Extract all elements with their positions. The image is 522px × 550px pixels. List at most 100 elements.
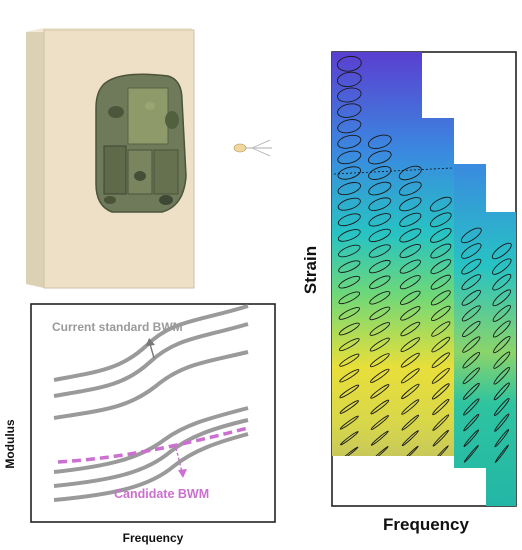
hysteresis-loop <box>368 259 391 274</box>
hysteresis-loop <box>401 383 420 400</box>
hysteresis-loop <box>461 243 482 259</box>
hysteresis-loop <box>370 384 390 399</box>
hysteresis-loop <box>460 227 482 244</box>
block-side-face <box>26 28 44 288</box>
hysteresis-loop <box>493 382 510 401</box>
hysteresis-loop <box>398 181 422 196</box>
hysteresis-loop <box>337 119 362 134</box>
hysteresis-loop <box>400 290 421 305</box>
hysteresis-loop <box>430 243 452 259</box>
hysteresis-loop <box>493 351 511 369</box>
hysteresis-loop <box>370 430 389 446</box>
hysteresis-loop <box>431 383 450 400</box>
hysteresis-loop <box>491 242 512 260</box>
hysteresis-loop <box>399 212 422 227</box>
current-bwm-curve <box>53 350 249 420</box>
hysteresis-loop <box>337 213 361 227</box>
hysteresis-loop <box>431 352 450 369</box>
hysteresis-loop <box>492 273 512 291</box>
hysteresis-loop <box>338 307 360 320</box>
current-bwm-curve <box>53 406 249 474</box>
hysteresis-loop <box>430 259 452 275</box>
camo-vest <box>95 73 187 213</box>
current-bwm-arrow <box>146 338 155 359</box>
hysteresis-loop <box>338 244 361 258</box>
strain-map-frequency-label: Frequency <box>383 515 470 534</box>
modulus-axis-label: Modulus <box>3 419 17 469</box>
hysteresis-loop <box>463 398 480 416</box>
hysteresis-loop <box>400 306 421 321</box>
hysteresis-loop <box>337 197 361 211</box>
hysteresis-loop <box>339 415 359 430</box>
hysteresis-loops <box>336 55 512 464</box>
hysteresis-loop <box>399 228 422 243</box>
hysteresis-loop <box>432 398 450 416</box>
hysteresis-loop <box>493 336 511 354</box>
candidate-bwm-arrow <box>175 447 187 478</box>
modulus-plot: Current standard BWM Candidate BWM Modul… <box>3 303 276 545</box>
hysteresis-loop <box>462 336 481 353</box>
hysteresis-loop <box>431 321 451 337</box>
hysteresis-loop <box>338 260 361 273</box>
hysteresis-loop <box>337 182 362 196</box>
hysteresis-loop <box>400 337 421 352</box>
hysteresis-loop <box>461 258 482 275</box>
hysteresis-loop <box>494 429 510 448</box>
hysteresis-loop <box>400 321 421 337</box>
hysteresis-loop <box>462 351 481 369</box>
hysteresis-loop <box>492 320 511 338</box>
hysteresis-loop <box>337 229 361 242</box>
hysteresis-loop <box>369 337 390 352</box>
hysteresis-loop <box>336 71 362 88</box>
hysteresis-loop <box>338 291 361 305</box>
hysteresis-loop <box>462 367 480 385</box>
hysteresis-loop <box>336 55 362 72</box>
hysteresis-loop <box>430 305 451 322</box>
hysteresis-loop <box>400 368 420 384</box>
hysteresis-loop <box>461 289 481 306</box>
strain-axis-label: Strain <box>301 246 320 294</box>
hysteresis-loop <box>339 384 360 399</box>
probe-icon <box>233 139 272 157</box>
hysteresis-loop <box>368 213 392 227</box>
hysteresis-loop <box>338 338 360 352</box>
hysteresis-loop <box>429 196 452 212</box>
hysteresis-loop <box>462 382 480 400</box>
hysteresis-loop <box>368 244 391 258</box>
current-bwm-curve <box>53 418 249 488</box>
hysteresis-loop <box>340 431 359 446</box>
hysteresis-loop <box>432 429 449 447</box>
hysteresis-loop <box>430 227 452 243</box>
hysteresis-loop <box>401 430 419 447</box>
hysteresis-loop <box>399 259 421 274</box>
hysteresis-loop <box>337 150 362 165</box>
hysteresis-loop <box>461 274 482 291</box>
hysteresis-loop <box>399 197 422 212</box>
current-bwm-curve <box>53 432 249 502</box>
candidate-bwm-label: Candidate BWM <box>114 487 209 501</box>
hysteresis-loop <box>494 398 510 416</box>
hysteresis-loop <box>337 134 362 149</box>
hysteresis-loop <box>337 87 362 103</box>
strain-heat-fill-right <box>454 164 516 506</box>
hysteresis-loop <box>431 336 451 353</box>
hysteresis-loop <box>370 415 389 431</box>
hysteresis-loop <box>398 165 422 181</box>
hysteresis-loop <box>492 289 512 307</box>
hysteresis-loop <box>429 212 452 228</box>
hysteresis-loop <box>401 399 420 415</box>
hysteresis-loop <box>337 166 362 180</box>
hysteresis-loop <box>492 304 511 322</box>
hysteresis-loop <box>432 414 450 431</box>
hysteresis-loop <box>367 150 392 165</box>
block-with-vest-illustration <box>26 28 195 289</box>
hysteresis-loop <box>431 367 450 384</box>
hysteresis-loop <box>430 290 451 306</box>
hysteresis-loop <box>339 369 360 383</box>
hysteresis-loop <box>369 275 391 289</box>
hysteresis-loop <box>368 197 392 211</box>
hysteresis-loop <box>462 320 481 338</box>
hysteresis-loop <box>463 413 480 432</box>
hysteresis-loop <box>368 166 392 180</box>
